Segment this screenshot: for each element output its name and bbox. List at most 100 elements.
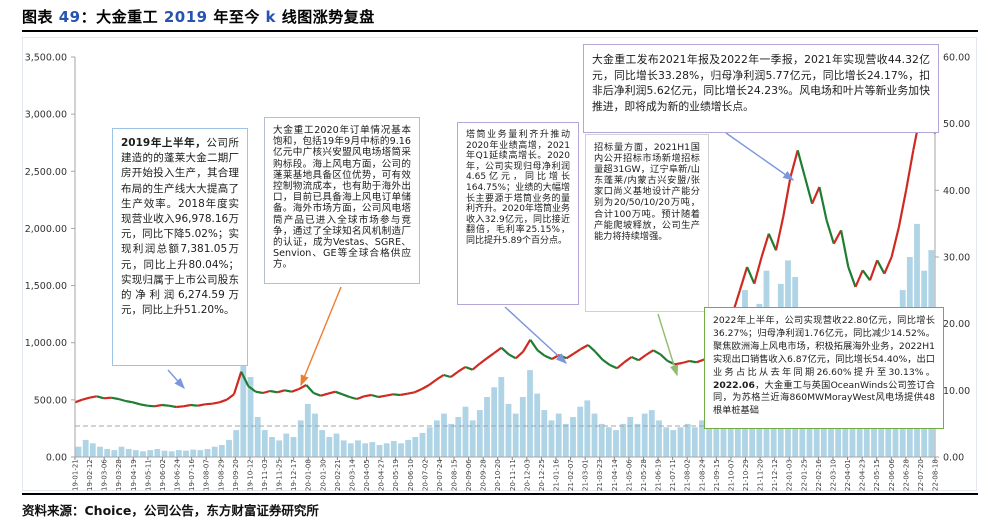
- svg-text:21-03-23: 21-03-23: [596, 459, 604, 491]
- svg-text:22-05-15: 22-05-15: [873, 459, 881, 491]
- svg-text:1,500.00: 1,500.00: [25, 281, 67, 292]
- svg-text:21-10-07: 21-10-07: [727, 459, 735, 491]
- callout-text: 招标量方面，2021H1国内公开招标市场新增招标量超31GW，辽宁阜新/山东蓬莱…: [594, 142, 700, 242]
- svg-text:22-01-25: 22-01-25: [800, 459, 808, 491]
- callout-2020-orders: 大金重工2020年订单情况基本饱和，包括19年9月中标的9.16亿元中广核兴安盟…: [264, 117, 420, 284]
- callout-text: 塔筒业务量利齐升推动2020年业绩高增，2021年Q1延续高增长。2020年，公…: [466, 130, 570, 246]
- callout-2021-annual: 大金重工发布2021年报及2022年一季报，2021年实现营收44.32亿元，同…: [583, 44, 939, 133]
- arrow-2019h1: [167, 369, 185, 390]
- svg-text:22-01-03: 22-01-03: [786, 459, 794, 491]
- svg-text:19-09-20: 19-09-20: [232, 459, 240, 491]
- svg-text:21-08-02: 21-08-02: [684, 459, 692, 491]
- svg-text:22-02-16: 22-02-16: [815, 459, 823, 491]
- svg-text:2,000.00: 2,000.00: [25, 224, 67, 235]
- svg-text:20-01-08: 20-01-08: [305, 459, 313, 491]
- arrow-2020-orders: [300, 286, 342, 387]
- svg-text:60.00: 60.00: [943, 53, 970, 64]
- svg-text:19-05-11: 19-05-11: [144, 459, 152, 491]
- svg-text:19-03-06: 19-03-06: [101, 459, 109, 491]
- svg-text:19-04-19: 19-04-19: [130, 459, 138, 491]
- callout-bold: 2022.06: [713, 379, 755, 391]
- svg-text:2,500.00: 2,500.00: [25, 167, 67, 178]
- svg-text:10.00: 10.00: [943, 386, 970, 397]
- svg-text:20-04-05: 20-04-05: [363, 459, 371, 491]
- svg-text:20-10-20: 20-10-20: [494, 459, 502, 491]
- svg-text:1,000.00: 1,000.00: [25, 338, 67, 349]
- svg-text:21-02-07: 21-02-07: [567, 459, 575, 491]
- svg-text:19-06-02: 19-06-02: [159, 459, 167, 491]
- callout-bidding: 招标量方面，2021H1国内公开招标市场新增招标量超31GW，辽宁阜新/山东蓬莱…: [585, 134, 709, 312]
- svg-text:19-02-12: 19-02-12: [86, 459, 94, 491]
- svg-text:22-06-28: 22-06-28: [902, 459, 910, 491]
- svg-text:21-07-11: 21-07-11: [669, 459, 677, 491]
- callout-2022h1: 2022年上半年，公司实现营收22.80亿元，同比增长36.27%；归母净利润1…: [704, 307, 944, 429]
- title-underline: [22, 30, 978, 32]
- svg-text:19-01-21: 19-01-21: [72, 459, 80, 491]
- svg-text:21-03-01: 21-03-01: [582, 459, 590, 491]
- svg-text:21-09-15: 21-09-15: [713, 459, 721, 491]
- svg-text:40.00: 40.00: [943, 186, 970, 197]
- svg-text:3,000.00: 3,000.00: [25, 110, 67, 121]
- svg-text:21-10-29: 21-10-29: [742, 459, 750, 491]
- callout-2019h1: 2019年上半年，公司所建造的的蓬莱大金二期厂房开始投入生产，其合理布局的生产线…: [112, 128, 248, 366]
- svg-text:0.00: 0.00: [943, 453, 964, 464]
- callout-lead: 2019年上半年，: [121, 137, 207, 149]
- callout-text: 2022年上半年，公司实现营收22.80亿元，同比增长36.27%；归母净利润1…: [713, 315, 935, 378]
- svg-text:20-12-25: 20-12-25: [538, 459, 546, 491]
- svg-text:0.00: 0.00: [46, 453, 67, 464]
- footer-rule: [22, 493, 978, 495]
- svg-text:19-06-24: 19-06-24: [174, 459, 182, 491]
- svg-text:21-01-16: 21-01-16: [553, 459, 561, 491]
- svg-text:20-01-30: 20-01-30: [319, 459, 327, 491]
- axes: 3,500.00 3,000.00 2,500.00 2,000.00 1,500.00…: [25, 53, 971, 492]
- chart-frame: [22, 37, 977, 491]
- svg-text:22-04-01: 22-04-01: [844, 459, 852, 491]
- arrow-bidding: [657, 313, 679, 377]
- svg-text:21-05-06: 21-05-06: [625, 459, 633, 491]
- svg-text:22-06-06: 22-06-06: [888, 459, 896, 491]
- svg-text:19-03-28: 19-03-28: [115, 459, 123, 491]
- svg-text:19-10-12: 19-10-12: [246, 459, 254, 491]
- svg-text:21-05-28: 21-05-28: [640, 459, 648, 491]
- callout-text: 大金重工发布2021年报及2022年一季报，2021年实现营收44.32亿元，同…: [592, 53, 930, 113]
- svg-text:20-04-27: 20-04-27: [378, 459, 386, 491]
- svg-text:19-07-16: 19-07-16: [188, 459, 196, 491]
- svg-text:22-07-20: 22-07-20: [917, 459, 925, 491]
- svg-text:20-03-14: 20-03-14: [348, 459, 356, 491]
- svg-text:20-07-02: 20-07-02: [421, 459, 429, 491]
- svg-text:19-12-17: 19-12-17: [290, 459, 298, 491]
- arrow-2021-annual: [725, 132, 795, 181]
- svg-text:19-11-03: 19-11-03: [261, 459, 269, 491]
- callout-2020-results: 塔筒业务量利齐升推动2020年业绩高增，2021年Q1延续高增长。2020年，公…: [457, 122, 579, 305]
- svg-text:30.00: 30.00: [943, 253, 970, 264]
- svg-text:22-08-18: 22-08-18: [932, 459, 940, 491]
- svg-text:50.00: 50.00: [943, 119, 970, 130]
- svg-text:19-08-07: 19-08-07: [203, 459, 211, 491]
- svg-text:20-12-03: 20-12-03: [523, 459, 531, 491]
- svg-text:20-05-19: 20-05-19: [392, 459, 400, 491]
- svg-text:20-08-15: 20-08-15: [450, 459, 458, 491]
- callout-text: 大金重工2020年订单情况基本饱和，包括19年9月中标的9.16亿元中广核兴安盟…: [273, 125, 411, 271]
- svg-text:21-12-12: 21-12-12: [771, 459, 779, 491]
- svg-text:20.00: 20.00: [943, 319, 970, 330]
- svg-text:20-11-11: 20-11-11: [509, 459, 517, 491]
- arrow-2020-results: [504, 306, 568, 364]
- svg-text:20-02-21: 20-02-21: [334, 459, 342, 491]
- svg-text:22-03-10: 22-03-10: [829, 459, 837, 491]
- svg-text:3,500.00: 3,500.00: [25, 53, 67, 64]
- svg-text:21-04-14: 21-04-14: [611, 459, 619, 491]
- callout-text: 公司所建造的的蓬莱大金二期厂房开始投入生产，其合理布局的生产线大大提高了生产效率…: [121, 137, 240, 317]
- svg-text:20-06-10: 20-06-10: [407, 459, 415, 491]
- figure-title: 图表 49：大金重工 2019 年至今 k 线图涨势复盘: [22, 8, 375, 26]
- svg-text:21-08-24: 21-08-24: [698, 459, 706, 491]
- svg-text:21-11-20: 21-11-20: [757, 459, 765, 491]
- callout-text: ，大金重工与英国OceanWinds公司签订合同，为苏格兰近海860MWMora…: [713, 379, 935, 417]
- svg-text:22-04-23: 22-04-23: [859, 459, 867, 491]
- svg-text:20-09-06: 20-09-06: [465, 459, 473, 491]
- callout-arrows: [167, 132, 795, 390]
- svg-text:20-09-28: 20-09-28: [480, 459, 488, 491]
- svg-text:21-06-19: 21-06-19: [655, 459, 663, 491]
- source-note: 资料来源：Choice，公司公告，东方财富证券研究所: [22, 503, 319, 518]
- svg-text:20-07-24: 20-07-24: [436, 459, 444, 491]
